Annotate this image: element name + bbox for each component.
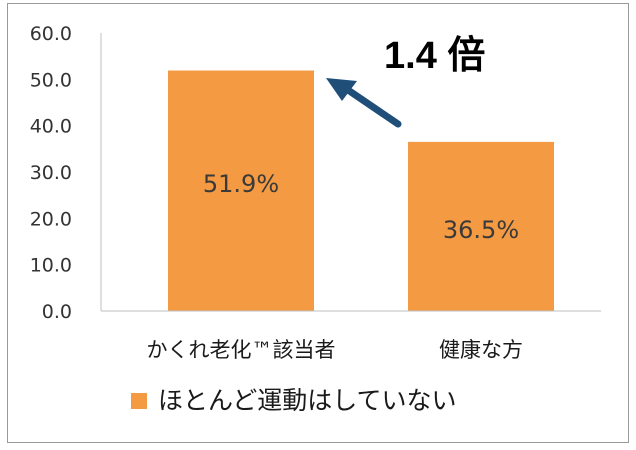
- y-tick-label: 0.0: [42, 301, 72, 323]
- legend-swatch: [131, 393, 147, 409]
- bar-1: [168, 70, 314, 311]
- arrow-shaft: [344, 86, 402, 128]
- y-tick-label: 30.0: [30, 162, 72, 184]
- y-tick-label: 50.0: [30, 69, 72, 91]
- arrow-head-icon: [326, 78, 357, 101]
- y-tick-label: 20.0: [30, 208, 72, 230]
- y-tick-label: 60.0: [30, 23, 72, 45]
- data-label-1: 51.9%: [203, 170, 279, 198]
- category-label-2: 健康な方: [439, 338, 523, 362]
- legend-label: ほとんど運動はしていない: [158, 386, 457, 415]
- category-label-1: かくれ老化™該当者: [147, 338, 336, 362]
- ratio-annotation: 1.4 倍: [384, 35, 485, 77]
- y-tick-label: 10.0: [30, 255, 72, 277]
- bar-2: [408, 141, 554, 311]
- y-tick-label: 40.0: [30, 116, 72, 138]
- data-label-2: 36.5%: [443, 216, 519, 244]
